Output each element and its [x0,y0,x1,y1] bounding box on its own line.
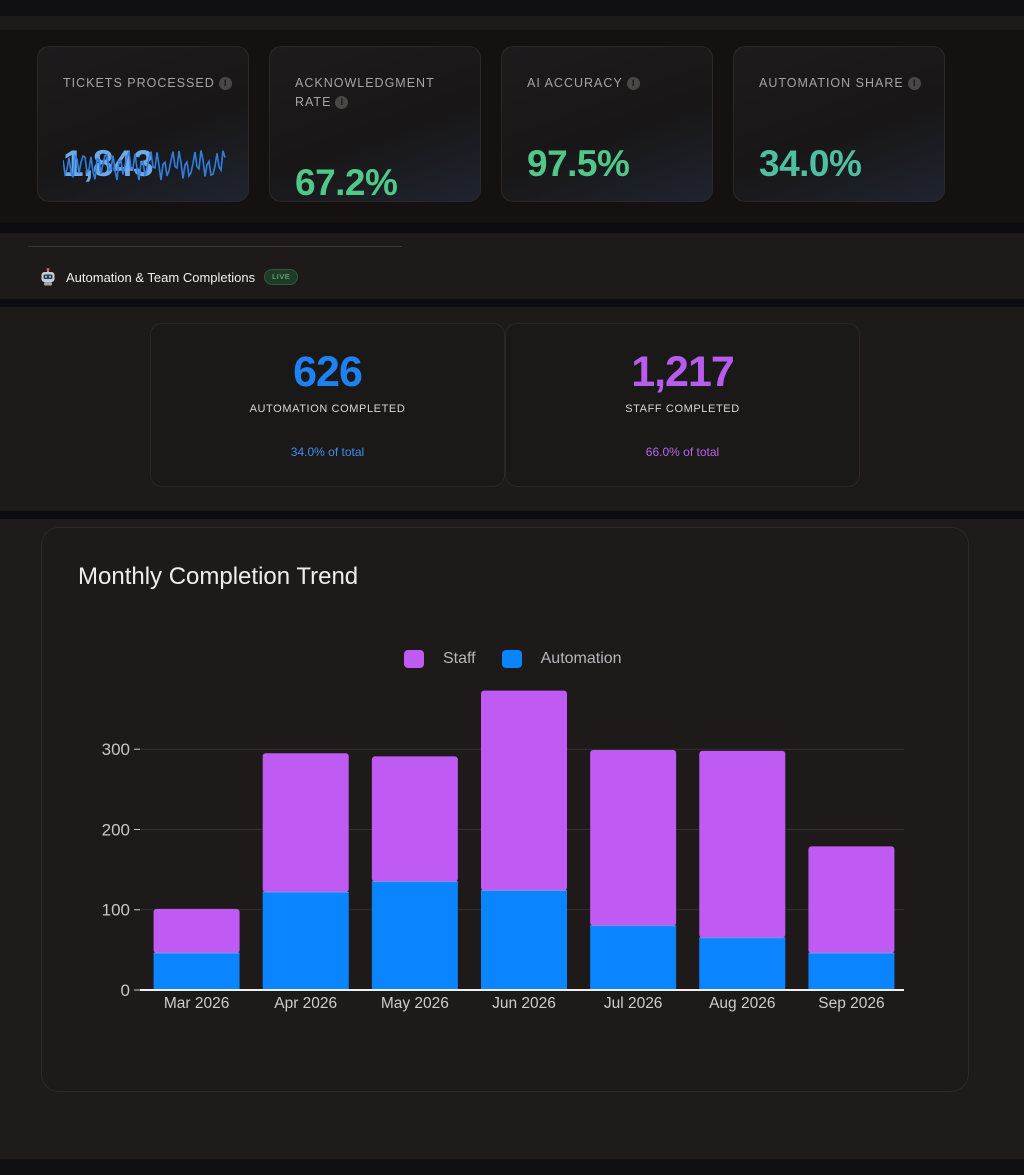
y-tick-label: 300 [102,740,130,759]
metric-value: 97.5% [527,143,630,184]
band-gap [0,223,1024,233]
x-tick-label: Apr 2026 [274,995,337,1012]
bar-staff [699,750,786,938]
metric-label: ACKNOWLEDGMENT RATE i [295,74,445,112]
staff-completed-share: 66.0% of total [645,445,720,459]
info-icon[interactable]: i [907,77,921,91]
info-icon[interactable]: i [335,96,349,110]
legend-swatch-automation [501,650,522,668]
x-tick-label: Jun 2026 [492,995,556,1012]
automation-completed-label: AUTOMATION COMPLETED [249,403,406,415]
metric-card-acknowledgment-rate: ACKNOWLEDGMENT RATE i 67.2% [269,46,481,203]
bar-automation [371,881,458,990]
metric-card-ai-accuracy: AI ACCURACY i 97.5% [501,46,713,202]
info-icon[interactable]: i [218,77,232,91]
bar-staff [590,750,677,926]
chart-title: Monthly Completion Trend [78,563,359,590]
staff-completed-content: 1,217 STAFF COMPLETED 66.0% of total [505,0,860,500]
metric-label: TICKETS PROCESSED i [63,74,233,93]
legend-swatch-staff [404,650,424,668]
bar-automation [153,953,240,990]
metric-card-automation-share: AUTOMATION SHARE i 34.0% [733,46,945,202]
section-header-band [0,233,1024,299]
section-title: Automation & Team Completions [66,269,256,285]
section-header: Automation & Team Completions LIVE [40,268,299,286]
metric-label-text: TICKETS PROCESSED [63,76,215,90]
metric-label: AUTOMATION SHARE i [759,74,929,93]
legend-label-automation: Automation [540,650,622,667]
metric-label: AI ACCURACY i [527,74,697,93]
automation-completed-content: 626 AUTOMATION COMPLETED 34.0% of total [150,0,505,500]
section-divider [28,246,402,247]
y-tick-label: 100 [102,901,130,920]
bar-automation [808,953,895,990]
automation-completed-share: 34.0% of total [290,445,365,459]
x-tick-label: Aug 2026 [709,995,775,1012]
bottom-bar [0,1159,1024,1175]
bar-automation [481,890,567,990]
live-badge: LIVE [264,269,299,285]
legend-item-staff[interactable]: Staff [404,650,476,668]
metric-label-text: AUTOMATION SHARE [759,76,904,90]
sparkline [63,149,226,181]
x-tick-label: Sep 2026 [818,995,884,1012]
x-tick-label: Jul 2026 [604,995,663,1012]
info-icon[interactable]: i [626,77,640,91]
bar-staff [262,753,349,893]
chart-legend: Staff Automation [404,650,648,668]
legend-label-staff: Staff [443,650,476,667]
band-gap [0,299,1024,307]
metric-card-tickets-processed: TICKETS PROCESSED i 1,843 [37,46,249,202]
x-tick-label: Mar 2026 [164,995,229,1012]
bar-automation [699,937,786,990]
automation-completed-card [150,323,505,487]
metric-value: 34.0% [759,143,862,184]
y-tick-label: 200 [102,820,130,839]
header-strip [0,16,1024,30]
band-gap [0,511,1024,519]
robot-icon [41,268,55,286]
staff-completed-value: 1,217 [631,348,735,396]
top-bar [0,0,1024,16]
x-tick-label: May 2026 [381,995,449,1012]
legend-item-automation[interactable]: Automation [501,650,622,668]
metric-label-text: ACKNOWLEDGMENT RATE [295,76,435,109]
bar-automation [262,892,349,990]
bar-staff [153,908,240,954]
bar-staff [481,690,567,891]
staff-completed-card [505,323,860,487]
metric-label-text: AI ACCURACY [527,76,623,90]
staff-completed-label: STAFF COMPLETED [625,403,740,415]
metric-value: 67.2% [295,162,398,203]
y-tick-label: 0 [121,981,130,1000]
bar-staff [808,846,895,954]
bar-staff [371,756,458,882]
automation-completed-value: 626 [293,348,363,396]
bar-automation [590,925,677,990]
